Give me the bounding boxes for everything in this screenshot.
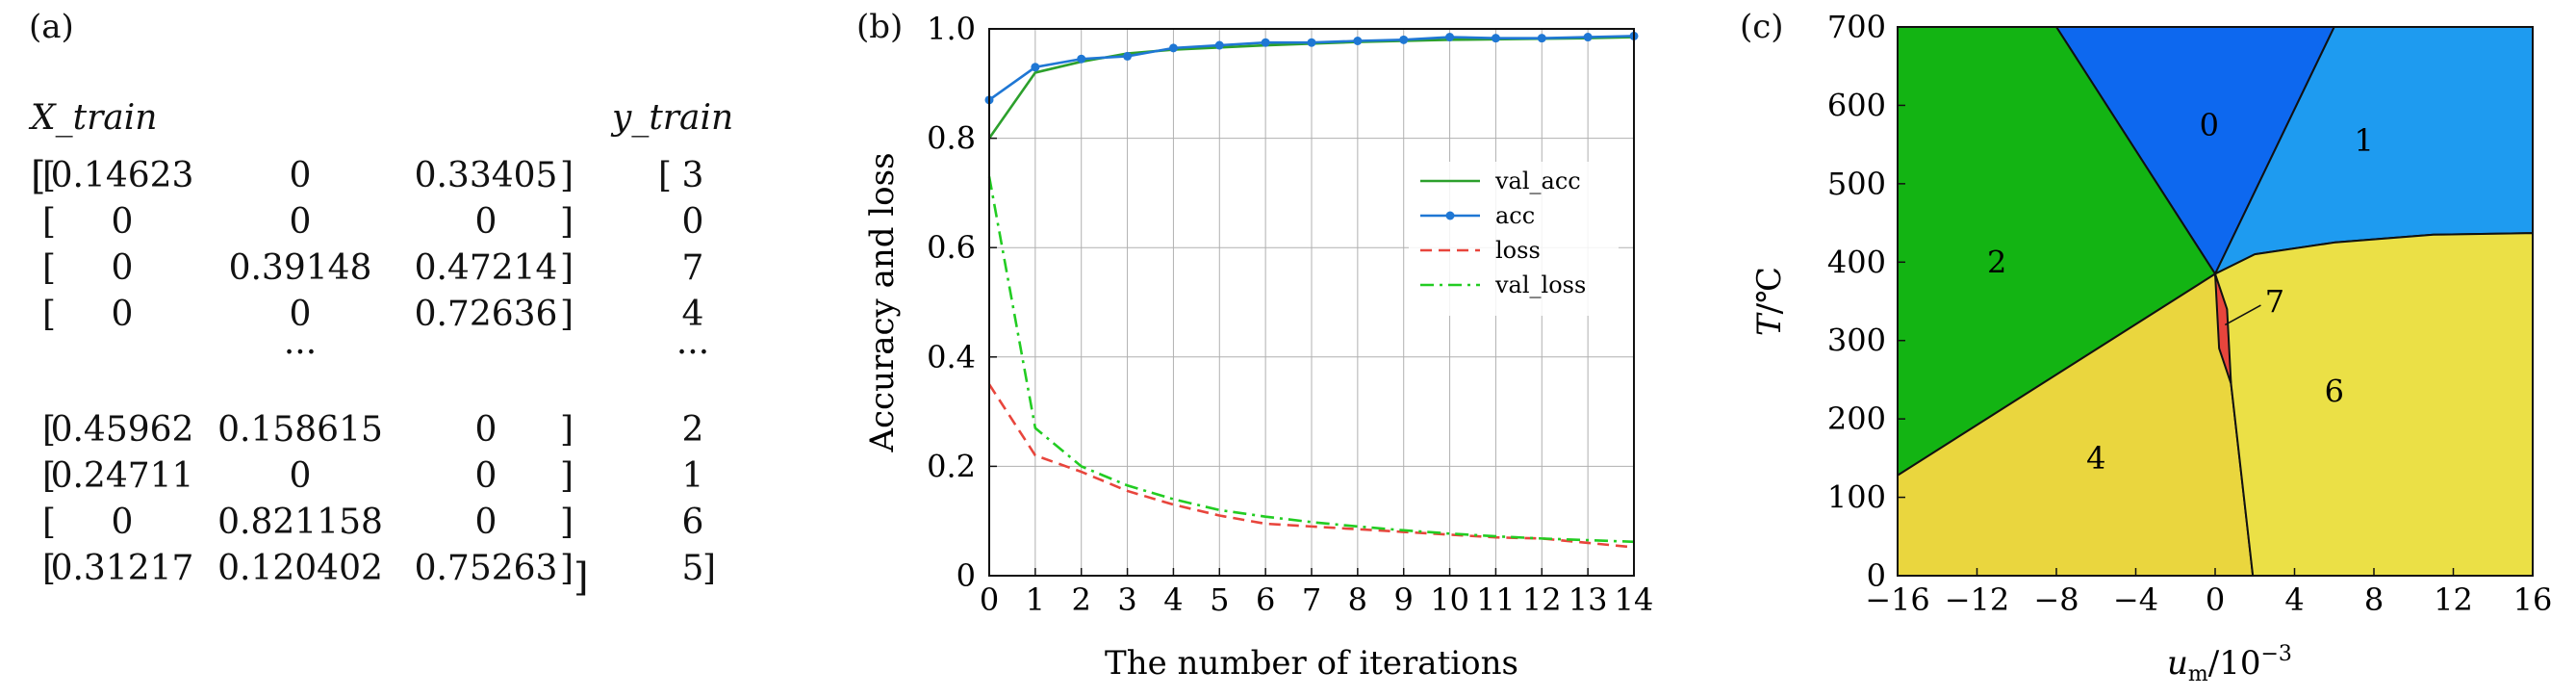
data-point-acc [1168,43,1178,53]
y-tick-label: 0 [1867,557,1886,594]
x-tick-label: 7 [1302,581,1321,618]
x-tick-label: −16 [1865,581,1930,618]
data-point-acc [1031,63,1040,72]
legend-label-val_loss: val_loss [1494,271,1586,298]
panel-b-training-curves: (b) 0 1 2 3 4 5 6 7 8 9 10 11 12 13 14 0 0.2 0.4 0.6 0.8 1.0… [847,0,1694,697]
table-row: [0 0.39148 0.47214] 7 [42,248,704,288]
x-tick-label: 8 [2364,581,2384,618]
y-axis-label: T/℃ [1750,267,1789,336]
data-point-acc [1491,34,1500,43]
y-tick-label: 0 [956,557,976,594]
y-tick-label: 1.0 [927,11,976,47]
x-tick-label: 11 [1476,581,1516,618]
x-axis-label: um/10−3 [2167,642,2292,686]
x-tick-label: 16 [2513,581,2553,618]
data-point-acc [1445,33,1455,42]
x-tick-label: 12 [1522,581,1562,618]
x-tick-label: 4 [2284,581,2304,618]
y-train-header: y_train [612,98,734,138]
y-tick-label: 0.6 [927,229,976,266]
x-tick-label: 3 [1117,581,1136,618]
y-axis-label: Accuracy and loss [863,152,902,452]
y-tick-label: 0.2 [927,448,976,484]
table-row: [0 0 0.72636] 4 [42,295,704,334]
y-tick-label: 500 [1827,166,1886,202]
panel-c-label: (c) [1740,8,1784,46]
x-tick-label: 4 [1163,581,1183,618]
data-point-acc [1307,38,1316,47]
y-tick-label: 300 [1827,323,1886,359]
panel-a-label: (a) [29,8,74,46]
panel-b-label: (b) [856,8,904,46]
x-axis-label: The number of iterations [1105,644,1518,683]
data-point-acc [1583,33,1593,42]
phase-region-label-4: 4 [2086,440,2105,477]
phase-region-7 [2214,272,2232,385]
phase-region-label-2: 2 [1987,244,2006,280]
data-point-acc [1123,51,1133,61]
table-row: [0 0.821158 0] 6 [42,503,704,542]
table-row: [0.31217 0.120402 0.75263] 5] [42,549,717,588]
x-train-header: X_train [31,98,158,138]
x-tick-label: 12 [2434,581,2473,618]
table-row: [0 0 0] 0 [42,202,704,242]
x-tick-label: 9 [1394,581,1414,618]
x-tick-label: −4 [2113,581,2158,618]
y-tick-label: 0.8 [927,120,976,157]
legend-marker-acc [1445,211,1455,220]
y-tick-label: 200 [1827,400,1886,437]
x-tick-label: 10 [1430,581,1469,618]
x-tick-label: 0 [2206,581,2225,618]
x-tick-label: 6 [1256,581,1275,618]
data-point-acc [1261,38,1270,47]
data-point-acc [1399,35,1409,44]
phase-region-label-7: 7 [2265,283,2284,320]
x-tick-label: 1 [1026,581,1045,618]
x-tick-label: 13 [1569,581,1608,618]
legend-box [1409,162,1619,316]
phase-region-label-1: 1 [2355,122,2374,159]
phase-region-label-6: 6 [2325,374,2344,410]
x-tick-label: 8 [1348,581,1367,618]
phase-regions [1898,27,2533,576]
ellipsis-row: ··· ··· [283,333,710,373]
region-7-leader-line [2224,304,2261,326]
outer-close-bracket: ] [574,555,589,600]
legend-label-loss: loss [1495,237,1541,264]
outer-open-bracket: [ [31,154,46,198]
y-tick-label: 600 [1827,87,1886,123]
phase-region-label-0: 0 [2200,107,2219,143]
x-tick-label: 5 [1210,581,1229,618]
series-line-loss [987,383,1635,549]
table-row: [0.45962 0.158615 0] 2 [42,410,704,450]
x-tick-label: 14 [1615,581,1654,618]
table-row: [0.14623 0 0.33405] [3 [42,156,704,195]
x-tick-label: 0 [980,581,999,618]
data-point-acc [1537,34,1546,43]
y-tick-label: 700 [1827,9,1886,45]
data-point-acc [1353,36,1363,45]
panel-c-phase-diagram: (c) 0 1 2 4 6 7 −16 −12 −8 −4 0 4 8 12 16 0 100 200 300 400… [1722,0,2576,697]
x-tick-label: 2 [1072,581,1091,618]
x-tick-label: −12 [1945,581,2010,618]
legend-label-acc: acc [1495,202,1535,229]
y-tick-label: 400 [1827,244,1886,280]
x-tick-label: −8 [2033,581,2079,618]
phase-region-6 [2214,232,2533,576]
table-row: [0.24711 0 0] 1 [42,456,704,496]
data-point-acc [1077,54,1086,64]
y-tick-label: 0.4 [927,339,976,375]
y-tick-label: 100 [1827,479,1886,516]
accuracy-loss-chart: 0 1 2 3 4 5 6 7 8 9 10 11 12 13 1400.20.40.60.81.0The … [863,11,1654,683]
legend-label-val_acc: val_acc [1494,168,1581,194]
data-point-acc [1214,40,1224,50]
panel-a-dataset-table: (a) X_train y_train [ ] [0.14623 0 0.33405… [0,0,847,697]
